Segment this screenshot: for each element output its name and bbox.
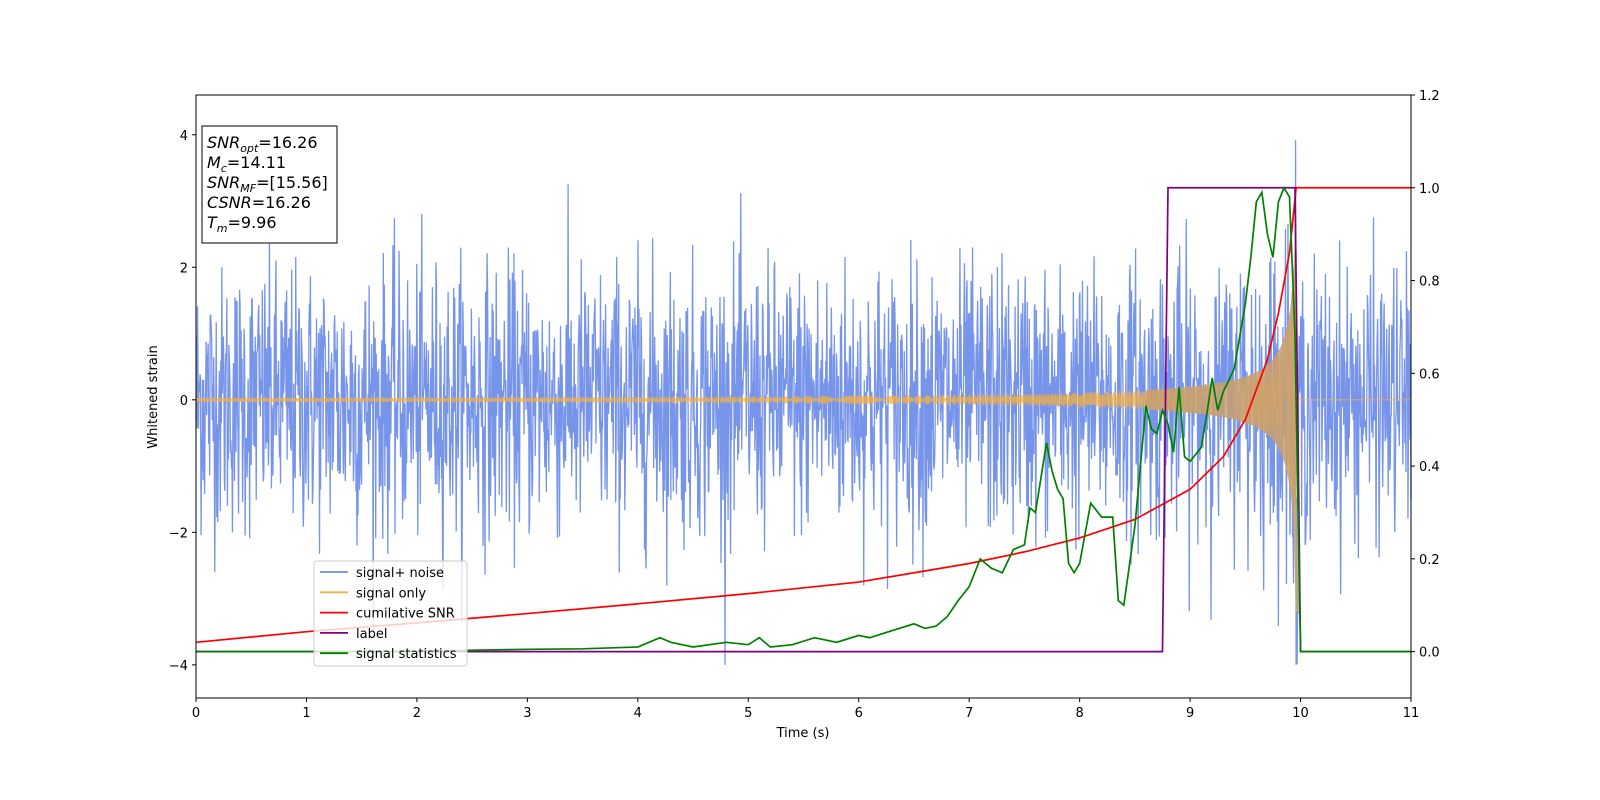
info-line: SNRopt=16.26 <box>207 133 318 155</box>
y-tick-label: 0 <box>180 394 188 409</box>
info-line: SNRMF=[15.56] <box>207 173 328 195</box>
y2-tick-label: 0.6 <box>1419 367 1440 382</box>
x-tick-label: 8 <box>1075 706 1083 721</box>
y2-tick-label: 0.0 <box>1419 646 1440 661</box>
plot-area <box>195 140 1412 665</box>
series-signal-noise <box>195 140 1412 665</box>
y-tick-label: −2 <box>169 526 188 541</box>
y2-tick-label: 1.2 <box>1419 89 1440 104</box>
x-axis-label: Time (s) <box>776 726 830 741</box>
x-tick-label: 11 <box>1403 706 1420 721</box>
y2-tick-label: 1.0 <box>1419 182 1440 197</box>
series-signal-statistics <box>196 185 1411 653</box>
axes: 0 1 2 3 4 5 6 7 8 9 10 11 −4 −2 0 2 4 0.0 0.2 0.4 0.6 0.8 1.0 1… <box>169 89 1440 721</box>
x-tick-label: 4 <box>634 706 642 721</box>
info-line: Tm=9.96 <box>207 213 277 235</box>
y2-tick-label: 0.2 <box>1419 553 1440 568</box>
info-line: Mc=14.11 <box>207 153 286 175</box>
legend-label: signal statistics <box>356 647 457 662</box>
y2-tick-label: 0.8 <box>1419 275 1440 290</box>
y2-tick-label: 0.4 <box>1419 460 1440 475</box>
legend-label: label <box>356 627 387 642</box>
legend-label: signal only <box>356 586 426 601</box>
y-axis-label: Whitened strain <box>146 345 161 448</box>
info-line: CSNR=16.26 <box>207 193 311 212</box>
y-tick-label: 2 <box>180 261 188 276</box>
legend-label: cumilative SNR <box>356 607 455 622</box>
x-tick-label: 7 <box>965 706 973 721</box>
x-tick-label: 2 <box>413 706 421 721</box>
y-tick-label: 4 <box>180 129 188 144</box>
x-tick-label: 1 <box>302 706 310 721</box>
x-tick-label: 5 <box>744 706 752 721</box>
series-cumilative-snr <box>195 186 1411 644</box>
x-tick-label: 9 <box>1186 706 1194 721</box>
x-tick-label: 3 <box>523 706 531 721</box>
x-tick-label: 10 <box>1292 706 1309 721</box>
legend: signal+ noise signal only cumilative SNR la… <box>313 560 468 667</box>
legend-frame <box>313 560 468 667</box>
plot-frame <box>195 94 1412 699</box>
x-tick-label: 6 <box>855 706 863 721</box>
info-box: SNRopt=16.26Mc=14.11SNRMF=[15.56]CSNR=16… <box>201 125 338 244</box>
x-tick-label: 0 <box>192 706 200 721</box>
info-box-frame <box>201 125 338 244</box>
y-tick-label: −4 <box>169 659 188 674</box>
legend-label: signal+ noise <box>356 566 444 581</box>
